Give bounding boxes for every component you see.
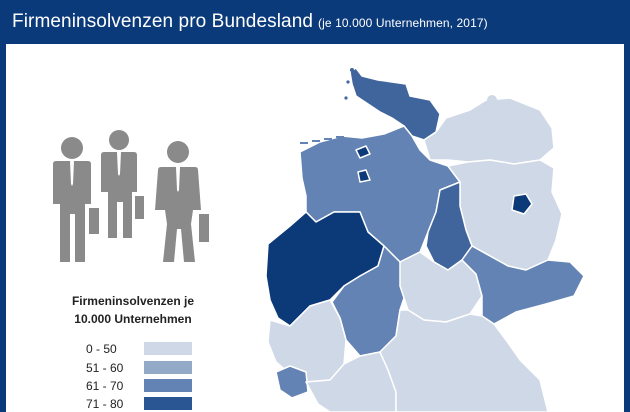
- legend-item-label: 0 - 50: [86, 342, 117, 356]
- legend-item-label: 61 - 70: [86, 379, 124, 393]
- state-bremerhaven: [357, 169, 371, 183]
- right-border: [624, 44, 630, 412]
- business-people-icon: [53, 130, 209, 262]
- germany-map: [265, 67, 585, 412]
- legend-swatch: [144, 397, 192, 410]
- legend-swatch: [144, 379, 192, 392]
- state-bayern: [379, 309, 549, 412]
- state-berlin: [511, 193, 533, 215]
- page-title: Firmeninsolvenzen pro Bundesland (je 10.0…: [12, 11, 488, 33]
- state-bremen: [355, 145, 371, 159]
- state-saarland: [275, 365, 309, 399]
- legend-item: 51 - 60: [80, 361, 230, 375]
- state-sachsen: [461, 245, 585, 325]
- legend-item-label: 51 - 60: [86, 361, 124, 375]
- header-bar: Firmeninsolvenzen pro Bundesland (je 10.0…: [0, 0, 630, 44]
- legend-item: 61 - 70: [80, 379, 230, 393]
- legend-title-line1: Firmeninsolvenzen je: [71, 294, 195, 308]
- legend-swatch: [144, 342, 192, 355]
- legend-title-line2: 10.000 Unternehmen: [74, 312, 192, 326]
- title-main: Firmeninsolvenzen pro Bundesland: [12, 11, 314, 32]
- legend-item: 0 - 50: [80, 342, 230, 356]
- title-subtitle: (je 10.000 Unternehmen, 2017): [318, 16, 488, 30]
- legend-item: 71 - 80: [80, 397, 230, 411]
- legend-item-label: 71 - 80: [86, 397, 124, 411]
- state-mecklenburg-vorpommern: [423, 97, 555, 165]
- legend-title: Firmeninsolvenzen je 10.000 Unternehmen: [58, 292, 208, 328]
- legend-swatch: [144, 361, 192, 374]
- left-border: [0, 44, 6, 412]
